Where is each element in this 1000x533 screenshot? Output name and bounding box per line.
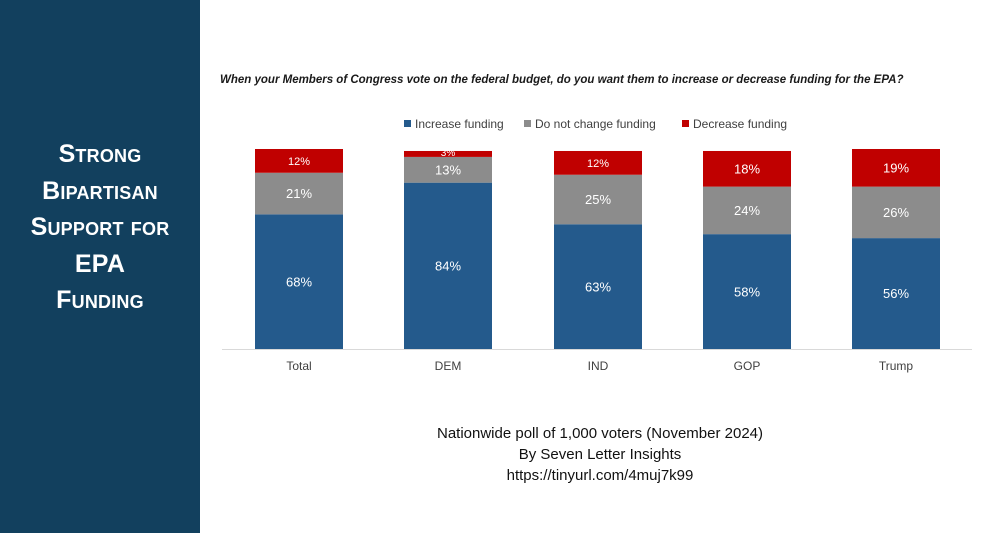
- data-label: 21%: [286, 186, 312, 201]
- data-label: 58%: [734, 284, 760, 299]
- category-label: DEM: [435, 359, 462, 373]
- data-label: 18%: [734, 161, 760, 176]
- data-label: 12%: [587, 158, 609, 170]
- bar-segment-total-2: [255, 149, 343, 173]
- bar-segment-ind-1: [554, 174, 642, 225]
- bar-segment-gop-0: [703, 234, 791, 349]
- category-label: Trump: [879, 359, 914, 373]
- sidebar-title-line: EPA: [74, 249, 126, 278]
- sidebar-panel: Strong Bipartisan Support for EPA Fundin…: [0, 0, 200, 533]
- bar-segment-dem-2: [404, 150, 492, 157]
- data-label: 68%: [286, 274, 312, 289]
- footer-source: Nationwide poll of 1,000 voters (Novembe…: [300, 423, 900, 486]
- bar-segment-total-0: [255, 214, 343, 349]
- legend-swatch: [404, 120, 411, 127]
- data-label: 12%: [288, 156, 310, 168]
- footer-author-line: By Seven Letter Insights: [518, 446, 682, 463]
- footer-link[interactable]: https://tinyurl.com/4muj7k99: [506, 467, 694, 484]
- sidebar-title-line: Bipartisan: [42, 176, 158, 205]
- bar-segment-gop-2: [703, 150, 791, 187]
- legend-label: Increase funding: [415, 117, 504, 131]
- category-label: Total: [286, 359, 311, 373]
- data-label: 56%: [883, 286, 909, 301]
- footer-poll-line: Nationwide poll of 1,000 voters (Novembe…: [436, 425, 763, 442]
- bar-segment-dem-1: [404, 156, 492, 183]
- legend-label: Do not change funding: [535, 117, 656, 131]
- sidebar-title-line: Strong: [58, 140, 142, 168]
- bar-segment-ind-0: [554, 224, 642, 349]
- data-label: 3%: [441, 148, 456, 159]
- category-label: IND: [588, 359, 609, 373]
- bar-segment-trump-0: [852, 238, 940, 349]
- chart-title: When your Members of Congress vote on th…: [220, 74, 904, 86]
- data-label: 84%: [435, 259, 461, 274]
- sidebar-title-line: Funding: [56, 286, 144, 314]
- bar-segment-trump-1: [852, 186, 940, 239]
- bar-segment-gop-1: [703, 186, 791, 235]
- bar-segment-ind-2: [554, 150, 642, 175]
- data-label: 19%: [883, 160, 909, 175]
- data-label: 26%: [883, 205, 909, 220]
- legend-label: Decrease funding: [693, 117, 787, 131]
- sidebar-title-line: Support for: [30, 213, 170, 241]
- legend-swatch: [682, 120, 689, 127]
- data-label: 24%: [734, 203, 760, 218]
- bar-segment-dem-0: [404, 182, 492, 349]
- category-label: GOP: [734, 359, 761, 373]
- data-label: 63%: [585, 279, 611, 294]
- sidebar-title: Strong Bipartisan Support for EPA Fundin…: [0, 136, 200, 319]
- data-label: 25%: [585, 192, 611, 207]
- bar-segment-trump-2: [852, 149, 940, 187]
- legend-swatch: [524, 120, 531, 127]
- bar-segment-total-1: [255, 172, 343, 215]
- data-label: 13%: [435, 162, 461, 177]
